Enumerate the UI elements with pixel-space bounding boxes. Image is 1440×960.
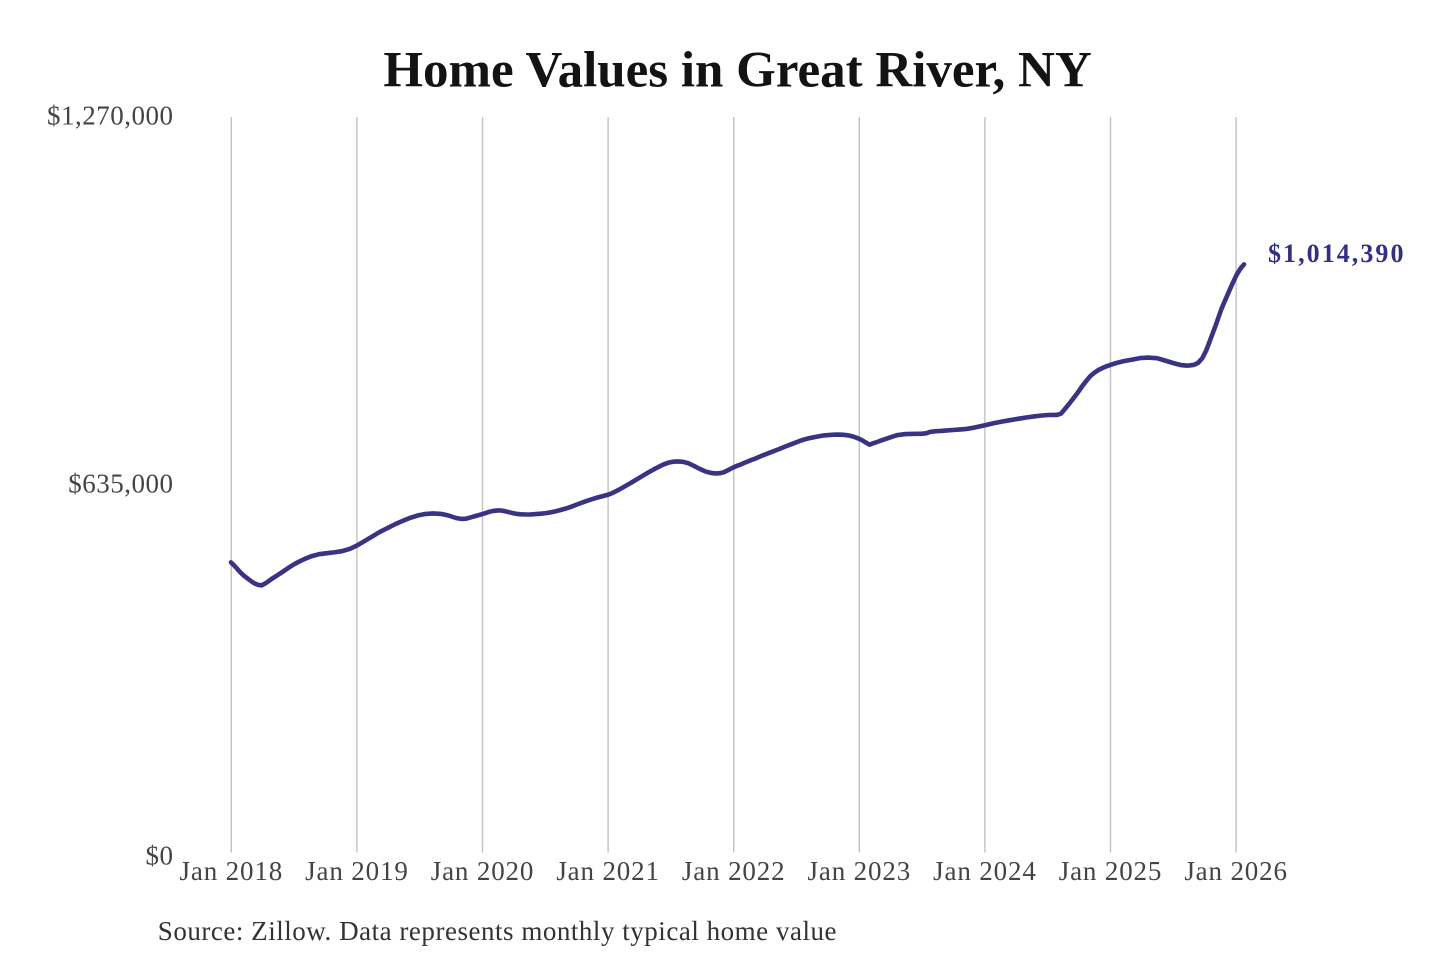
svg-text:Jan 2025: Jan 2025	[1059, 856, 1163, 886]
svg-text:Jan 2021: Jan 2021	[556, 856, 660, 886]
svg-text:Jan 2022: Jan 2022	[682, 856, 786, 886]
svg-text:Jan 2018: Jan 2018	[180, 856, 284, 886]
svg-text:$0: $0	[146, 841, 174, 871]
svg-text:Jan 2020: Jan 2020	[431, 856, 535, 886]
svg-text:$1,270,000: $1,270,000	[47, 101, 174, 131]
svg-text:Home Values in Great River, NY: Home Values in Great River, NY	[383, 42, 1091, 98]
svg-text:Jan 2019: Jan 2019	[305, 856, 409, 886]
svg-text:Jan 2026: Jan 2026	[1184, 856, 1288, 886]
svg-text:Source: Zillow. Data represent: Source: Zillow. Data represents monthly …	[158, 916, 837, 946]
svg-text:Jan 2023: Jan 2023	[808, 856, 912, 886]
svg-text:Jan 2024: Jan 2024	[933, 856, 1037, 886]
svg-text:$635,000: $635,000	[68, 469, 173, 499]
svg-text:$1,014,390: $1,014,390	[1268, 239, 1406, 268]
